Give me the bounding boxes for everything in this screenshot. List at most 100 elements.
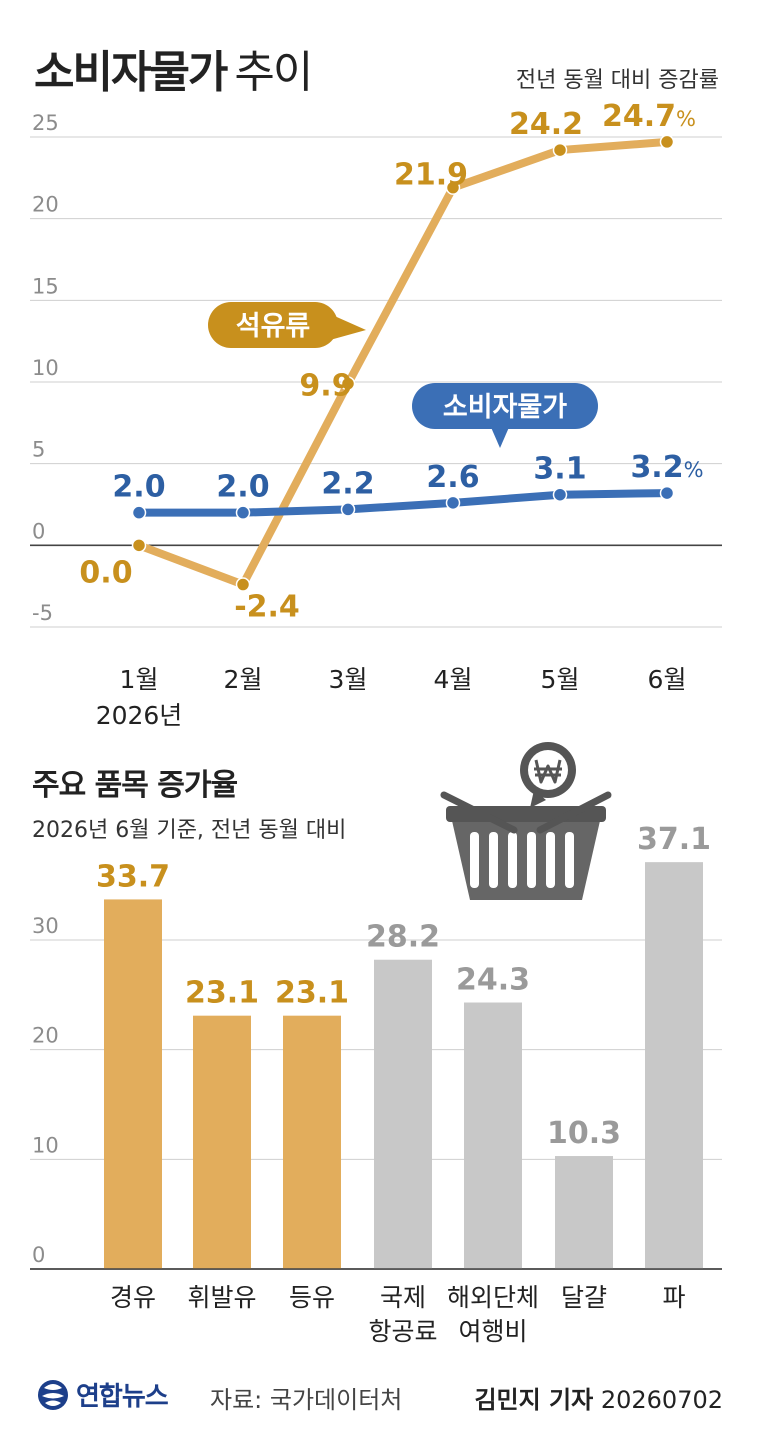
bar-y-tick-label: 20 xyxy=(32,1024,59,1048)
oil-data-point xyxy=(445,180,461,195)
bar xyxy=(555,1156,613,1269)
line-y-tick-label: 5 xyxy=(32,438,45,462)
oil-series-name: 석유류 xyxy=(236,311,311,342)
basket-slot xyxy=(546,832,555,888)
bar-value-label: 28.2 xyxy=(366,920,440,955)
bar-category-label: 국제 xyxy=(380,1283,426,1312)
bar-category-label: 파 xyxy=(662,1283,685,1312)
basket-handle-left xyxy=(440,791,518,834)
oil-data-point xyxy=(131,538,147,553)
line-x-tick-label: 3월 xyxy=(329,665,368,694)
oil-data-label: -2.4 xyxy=(234,590,300,625)
line-x-tick-label: 4월 xyxy=(434,665,473,694)
shopping-basket-icon xyxy=(440,742,612,900)
cpi-series-name: 소비자물가 xyxy=(443,392,567,423)
line-x-year-label: 2026년 xyxy=(96,701,183,730)
bar xyxy=(374,959,432,1269)
bar-y-tick-label: 30 xyxy=(32,914,59,938)
bar-chart-subtitle: 2026년 6월 기준, 전년 동월 대비 xyxy=(32,818,347,843)
cpi-data-point xyxy=(445,495,461,511)
reporter-name: 김민지 기자 xyxy=(474,1386,594,1414)
credit-text: 김민지 기자 20260702 xyxy=(474,1380,723,1415)
oil-data-point xyxy=(659,134,675,150)
oil-unit-label: % xyxy=(676,107,696,131)
cpi-series-line xyxy=(135,489,671,517)
bar-value-label: 23.1 xyxy=(185,976,259,1011)
oil-data-label: 0.0 xyxy=(79,555,132,590)
cpi-data-point xyxy=(659,485,675,501)
oil-series-line xyxy=(135,137,671,589)
basket-body xyxy=(450,812,602,900)
bar-y-tick-label: 0 xyxy=(32,1243,45,1267)
logo-text: 연합뉴스 xyxy=(76,1382,169,1412)
bar-category-label: 경유 xyxy=(110,1283,156,1312)
line-y-tick-label: 15 xyxy=(32,274,59,298)
oil-data-label: 24.2 xyxy=(509,107,583,142)
bar-category-label: 항공료 xyxy=(368,1317,437,1346)
publish-date: 20260702 xyxy=(600,1386,723,1414)
line-y-tick-label: 25 xyxy=(32,111,59,135)
basket-slot xyxy=(470,832,479,888)
oil-data-label: 21.9 xyxy=(394,158,468,193)
cpi-series-callout xyxy=(412,383,598,429)
cpi-data-point xyxy=(552,487,568,502)
cpi-data-point xyxy=(235,505,251,520)
bar-category-label: 해외단체 xyxy=(447,1283,539,1312)
basket-slot xyxy=(527,832,536,888)
basket-slot xyxy=(489,832,498,888)
oil-data-label: 9.9 xyxy=(299,369,352,404)
bar-category-label: 여행비 xyxy=(458,1317,527,1346)
oil-series-callout xyxy=(208,302,338,348)
line-y-tick-label: 0 xyxy=(32,519,45,543)
cpi-data-label: 2.2 xyxy=(321,466,374,501)
page-title: 소비자물가 추이 xyxy=(34,36,313,100)
oil-data-point xyxy=(552,142,568,158)
cpi-data-point xyxy=(131,505,147,520)
chart-subtitle: 전년 동월 대비 증감률 xyxy=(515,68,719,93)
won-sign-icon xyxy=(534,759,562,784)
bar-category-label: 달걀 xyxy=(561,1283,607,1312)
bar-value-label: 10.3 xyxy=(547,1116,621,1151)
line-y-tick-label: -5 xyxy=(32,601,53,625)
bar-category-label: 휘발유 xyxy=(187,1283,256,1312)
cpi-callout-pointer xyxy=(490,425,510,448)
cpi-data-label: 3.2% xyxy=(630,450,703,485)
bar-y-tick-label: 10 xyxy=(32,1133,59,1157)
won-bubble-tail xyxy=(530,790,546,808)
source-text: 자료: 국가데이터처 xyxy=(210,1386,403,1414)
bar-category-label: 등유 xyxy=(289,1283,335,1312)
yonhap-logo: 연합뉴스 xyxy=(36,1376,169,1413)
bar xyxy=(283,1015,341,1269)
basket-handle-right xyxy=(536,791,612,834)
title-thin: 추이 xyxy=(234,47,313,98)
bar xyxy=(645,862,703,1269)
oil-data-point xyxy=(235,577,251,592)
title-bold: 소비자물가 xyxy=(34,47,228,98)
bar-chart-title: 주요 품목 증가율 xyxy=(32,768,238,803)
cpi-unit-label: % xyxy=(684,458,704,482)
bar-value-label: 24.3 xyxy=(456,963,530,998)
line-y-tick-label: 20 xyxy=(32,193,59,217)
line-x-tick-label: 5월 xyxy=(541,665,580,694)
line-x-tick-label: 2월 xyxy=(224,665,263,694)
yonhap-globe-icon xyxy=(38,1379,68,1410)
bar-value-label: 33.7 xyxy=(96,859,170,894)
line-y-tick-label: 10 xyxy=(32,356,59,380)
oil-data-point xyxy=(340,376,356,391)
cpi-data-label: 2.6 xyxy=(426,460,479,495)
cpi-data-label: 2.0 xyxy=(112,470,165,505)
cpi-data-point xyxy=(340,502,356,517)
line-x-tick-label: 1월 xyxy=(120,665,159,694)
bar-value-label: 37.1 xyxy=(637,822,711,857)
cpi-data-label: 3.1 xyxy=(533,452,586,487)
basket-slot xyxy=(565,832,574,888)
basket-slot xyxy=(508,832,517,888)
bar-value-label: 23.1 xyxy=(275,976,349,1011)
cpi-data-label: 2.0 xyxy=(216,470,269,505)
bar xyxy=(104,899,162,1269)
line-x-tick-label: 6월 xyxy=(648,665,687,694)
bar xyxy=(464,1002,522,1269)
oil-data-label: 24.7% xyxy=(602,99,696,134)
oil-callout-pointer xyxy=(330,314,366,340)
